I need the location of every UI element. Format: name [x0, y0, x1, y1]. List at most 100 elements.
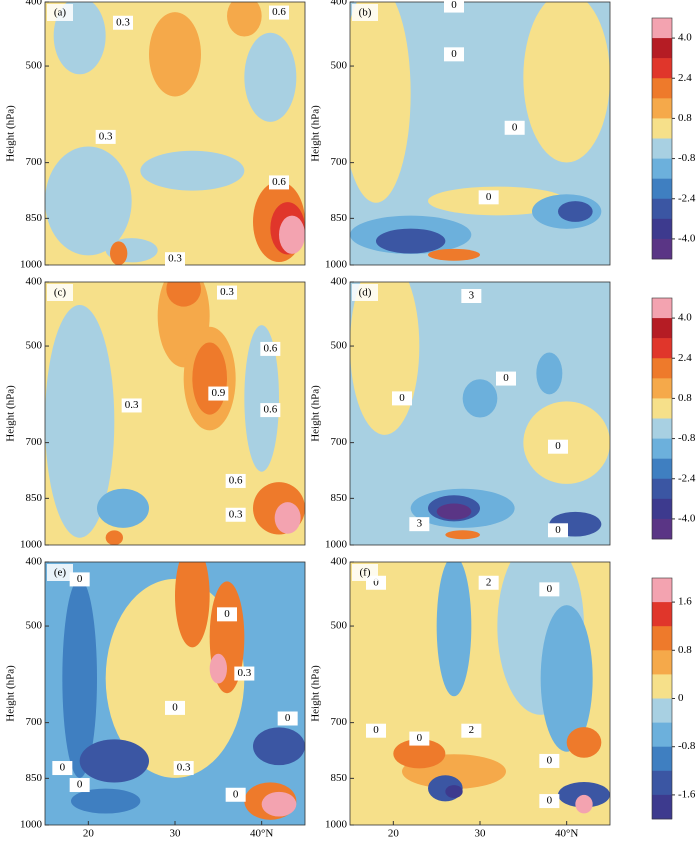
contour-label-box	[461, 289, 482, 304]
colorbar-segment	[652, 650, 672, 675]
contour-label-box	[444, 47, 464, 62]
contour-label-box	[409, 517, 430, 532]
contour-label-box	[208, 386, 229, 401]
field	[45, 2, 305, 265]
colorbar-segment	[652, 298, 672, 319]
contour-label: 0	[547, 583, 553, 595]
shaded-region	[140, 150, 245, 191]
y-tick-label: 850	[331, 772, 348, 784]
colorbar-segment	[652, 238, 672, 260]
shaded-region	[71, 788, 141, 814]
contour-label: 0.3	[229, 508, 243, 520]
contour-label: 0.6	[272, 6, 286, 18]
shaded-region	[209, 653, 227, 684]
contour-label: 0	[172, 701, 178, 713]
panel-label-box	[47, 284, 73, 301]
contour-label-box	[69, 572, 90, 587]
y-tick-label: 400	[331, 276, 348, 288]
contour-label: 0	[233, 788, 239, 800]
contour-label: 0	[373, 724, 379, 736]
colorbar-segment	[652, 78, 672, 99]
shaded-region	[244, 325, 279, 472]
shaded-region	[227, 2, 262, 37]
contour-label-box	[444, 0, 464, 13]
y-tick-label: 1000	[325, 819, 348, 831]
shaded-region	[566, 727, 602, 758]
y-axis-title: Height (hPa)	[5, 105, 17, 162]
shaded-region	[244, 32, 297, 122]
shaded-region	[428, 248, 480, 261]
colorbar-frame	[651, 17, 673, 260]
colorbar-tick-label: -4.0	[678, 512, 696, 524]
contour-label-box	[269, 5, 289, 20]
x-tick-label: 20	[83, 828, 95, 840]
colorbar-segment	[652, 770, 672, 796]
shaded-region	[523, 2, 610, 163]
colorbar-tick-label: -0.8	[678, 740, 696, 752]
colorbar-segment	[652, 358, 672, 379]
colorbar-segment	[652, 398, 672, 419]
shaded-region	[45, 146, 132, 256]
shaded-region	[149, 12, 201, 97]
contour-label: 2	[486, 576, 492, 588]
shaded-region	[253, 727, 305, 766]
contour-label: 0	[547, 754, 553, 766]
colorbar-segment	[652, 626, 672, 651]
shaded-region	[97, 488, 149, 528]
panel: 0 0 0 0 (b) 400 500 700 850 1000 Height (hPa) 4.0 2.…	[310, 0, 696, 271]
contour-label: 0.6	[263, 342, 277, 354]
shaded-region	[279, 215, 305, 254]
y-tick-label: 700	[331, 716, 348, 728]
field	[350, 2, 610, 265]
shaded-region	[462, 379, 498, 418]
colorbar-segment	[652, 578, 672, 603]
contour-label-box	[548, 439, 568, 454]
colorbar-tick-label: 0.8	[678, 112, 692, 124]
y-tick-label: 500	[26, 620, 43, 632]
colorbar-segment	[652, 458, 672, 480]
x-tick-label: 30	[170, 828, 182, 840]
contour-label-box	[121, 398, 142, 413]
contour-label: 0.3	[177, 762, 191, 774]
y-tick-label: 850	[26, 772, 43, 784]
shaded-region	[192, 342, 228, 415]
y-tick-label: 400	[26, 0, 43, 8]
panel-label-box	[352, 564, 378, 581]
colorbar-segment	[652, 378, 672, 399]
contour-label: 0	[555, 524, 561, 536]
y-axis-title: Height (hPa)	[5, 385, 17, 442]
contour-label: 0	[486, 191, 492, 203]
colorbar-tick-label: 0.8	[678, 644, 692, 656]
x-tick-label: 30	[475, 828, 487, 840]
contour-label: 0	[77, 779, 83, 791]
contour-label-box	[409, 731, 430, 746]
y-tick-label: 1000	[325, 259, 348, 271]
y-tick-label: 500	[26, 60, 43, 72]
shaded-region	[558, 781, 610, 808]
contour-label-box	[113, 15, 133, 30]
colorbar-segment	[652, 198, 672, 220]
contour-label-box	[52, 761, 73, 776]
colorbar-tick-label: 0	[678, 692, 684, 704]
colorbar-segment	[652, 674, 672, 699]
shaded-region	[79, 739, 149, 783]
shaded-region	[575, 794, 593, 814]
y-axis-title: Height (hPa)	[310, 385, 322, 442]
colorbar-segment	[652, 498, 672, 520]
contour-label: 0	[285, 712, 291, 724]
colorbar-segment	[652, 602, 672, 627]
colorbar-segment	[652, 338, 672, 359]
panel-label: (f)	[360, 567, 371, 579]
panel: 0.3 0.6 0.3 0.6 0.3 (a) 400 500 700 850 1000 Height…	[5, 0, 306, 271]
shaded-region	[350, 2, 411, 203]
colorbar-segment	[652, 518, 672, 540]
shaded-region	[540, 605, 593, 752]
contour-label-box	[277, 711, 298, 726]
contour-label-box	[461, 723, 482, 738]
y-tick-label: 850	[331, 212, 348, 224]
field	[350, 562, 610, 825]
shaded-region	[274, 502, 301, 534]
y-tick-label: 1000	[325, 539, 348, 551]
colorbar-segment	[652, 794, 672, 820]
